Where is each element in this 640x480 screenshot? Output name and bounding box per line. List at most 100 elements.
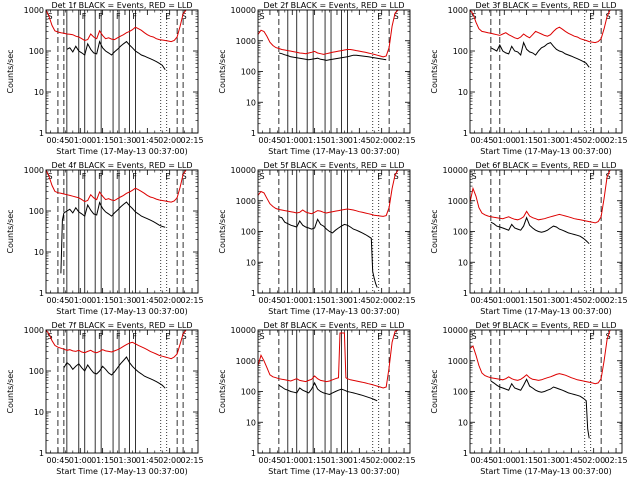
series-line-lld	[45, 9, 187, 43]
x-axis-label: Start Time (17-May-13 00:37:00)	[56, 467, 187, 476]
x-tick-label: 01:00	[493, 136, 516, 145]
x-tick-label: 01:45	[136, 136, 159, 145]
segment-flag-label: F	[82, 332, 87, 341]
x-tick-label: 01:00	[281, 136, 304, 145]
y-tick-label: 1	[251, 289, 256, 298]
x-axis-label: Start Time (17-May-13 00:37:00)	[480, 467, 611, 476]
x-tick-label: 02:15	[181, 456, 204, 465]
panel-title: Det 3f BLACK = Events, RED = LLD	[475, 1, 616, 10]
y-axis-label: Counts/sec	[430, 209, 439, 253]
segment-flag-label: S	[182, 332, 187, 341]
plot-frame	[257, 329, 411, 454]
x-tick-label: 02:15	[605, 296, 628, 305]
y-tick-label: 10	[34, 88, 44, 97]
x-tick-label: 01:45	[560, 296, 583, 305]
x-tick-label: 02:15	[181, 136, 204, 145]
panel-title: Det 9f BLACK = Events, RED = LLD	[475, 321, 616, 330]
x-tick-label: 02:00	[582, 296, 605, 305]
panel-title: Det 8f BLACK = Events, RED = LLD	[263, 321, 404, 330]
panel-5: Det 5f BLACK = Events, RED = LLD Counts/s…	[218, 161, 416, 316]
x-tick-label: 02:00	[370, 296, 393, 305]
x-tick-label: 01:00	[493, 296, 516, 305]
y-axis-label: Counts/sec	[6, 49, 15, 93]
segment-flag-label: S	[259, 172, 264, 181]
x-tick-label: 01:30	[325, 296, 348, 305]
segment-flag-label: E	[165, 332, 170, 341]
panel-title: Det 2f BLACK = Events, RED = LLD	[263, 1, 404, 10]
x-axis-label: Start Time (17-May-13 00:37:00)	[56, 147, 187, 156]
y-tick-label: 100	[241, 228, 256, 237]
series-line-events	[60, 201, 166, 274]
plot-frame	[257, 9, 411, 134]
panel-6: Det 6f BLACK = Events, RED = LLD Counts/s…	[430, 161, 628, 316]
x-tick-label: 01:15	[515, 456, 538, 465]
panel-title: Det 1f BLACK = Events, RED = LLD	[51, 1, 192, 10]
y-tick-label: 1	[463, 449, 468, 458]
x-tick-label: 01:45	[560, 136, 583, 145]
y-tick-label: 1	[463, 289, 468, 298]
x-tick-label: 01:30	[537, 296, 560, 305]
segment-flag-label: S	[182, 172, 187, 181]
y-tick-label: 10	[34, 248, 44, 257]
x-tick-label: 02:00	[582, 456, 605, 465]
x-tick-label: 01:30	[113, 136, 136, 145]
plot-frame	[45, 169, 199, 294]
segment-flag-label: E	[589, 172, 594, 181]
x-tick-label: 01:45	[348, 136, 371, 145]
y-tick-label: 10	[34, 408, 44, 417]
y-tick-label: 10	[458, 88, 468, 97]
x-tick-label: 01:15	[91, 456, 114, 465]
x-tick-label: 01:45	[348, 296, 371, 305]
series-line-events	[490, 216, 590, 245]
x-tick-label: 01:15	[515, 296, 538, 305]
y-tick-label: 1000	[236, 357, 256, 366]
series-line-events	[63, 356, 166, 389]
x-tick-label: 01:15	[91, 296, 114, 305]
series-line-lld	[45, 169, 187, 203]
x-tick-label: 02:15	[393, 136, 416, 145]
panel-9: Det 9f BLACK = Events, RED = LLD Counts/s…	[430, 321, 628, 476]
x-tick-label: 00:45	[470, 296, 493, 305]
plot-frame	[469, 9, 623, 134]
segment-flag-label: S	[394, 172, 399, 181]
panel-7: Det 7f BLACK = Events, RED = LLD Counts/s…	[6, 321, 204, 476]
y-tick-label: 100	[453, 388, 468, 397]
segment-flag-label: E	[589, 12, 594, 21]
panel-title: Det 7f BLACK = Events, RED = LLD	[51, 321, 192, 330]
x-axis-label: Start Time (17-May-13 00:37:00)	[268, 467, 399, 476]
segment-flag-label: S	[259, 332, 264, 341]
y-axis-label: Counts/sec	[430, 49, 439, 93]
y-tick-label: 10000	[231, 6, 256, 15]
series-line-events	[278, 381, 378, 402]
y-tick-label: 10000	[443, 166, 468, 175]
segment-flag-label: F	[116, 12, 121, 21]
y-axis-label: Counts/sec	[218, 209, 227, 253]
segment-flag-label: S	[394, 12, 399, 21]
y-tick-label: 1000	[24, 6, 44, 15]
series-line-lld	[469, 169, 611, 224]
segment-flag-label: F	[132, 12, 137, 21]
segment-flag-label: S	[182, 12, 187, 21]
y-tick-label: 1000	[448, 197, 468, 206]
x-tick-label: 02:00	[158, 296, 181, 305]
panel-title: Det 5f BLACK = Events, RED = LLD	[263, 161, 404, 170]
segment-flag-label: E	[377, 12, 382, 21]
x-tick-label: 00:45	[258, 296, 281, 305]
x-tick-label: 02:15	[605, 456, 628, 465]
y-tick-label: 10000	[231, 326, 256, 335]
x-tick-label: 01:15	[303, 296, 326, 305]
segment-flag-label: F	[116, 332, 121, 341]
y-tick-label: 100	[241, 388, 256, 397]
x-tick-label: 01:30	[537, 136, 560, 145]
y-tick-label: 10	[246, 98, 256, 107]
segment-flag-label: F	[82, 172, 87, 181]
x-tick-label: 01:45	[136, 296, 159, 305]
x-tick-label: 01:15	[303, 456, 326, 465]
x-tick-label: 01:00	[281, 456, 304, 465]
x-tick-label: 00:45	[46, 296, 69, 305]
segment-flag-label: S	[471, 172, 476, 181]
x-axis-label: Start Time (17-May-13 00:37:00)	[480, 147, 611, 156]
panel-8: Det 8f BLACK = Events, RED = LLD Counts/s…	[218, 321, 416, 476]
series-line-lld	[257, 169, 399, 217]
